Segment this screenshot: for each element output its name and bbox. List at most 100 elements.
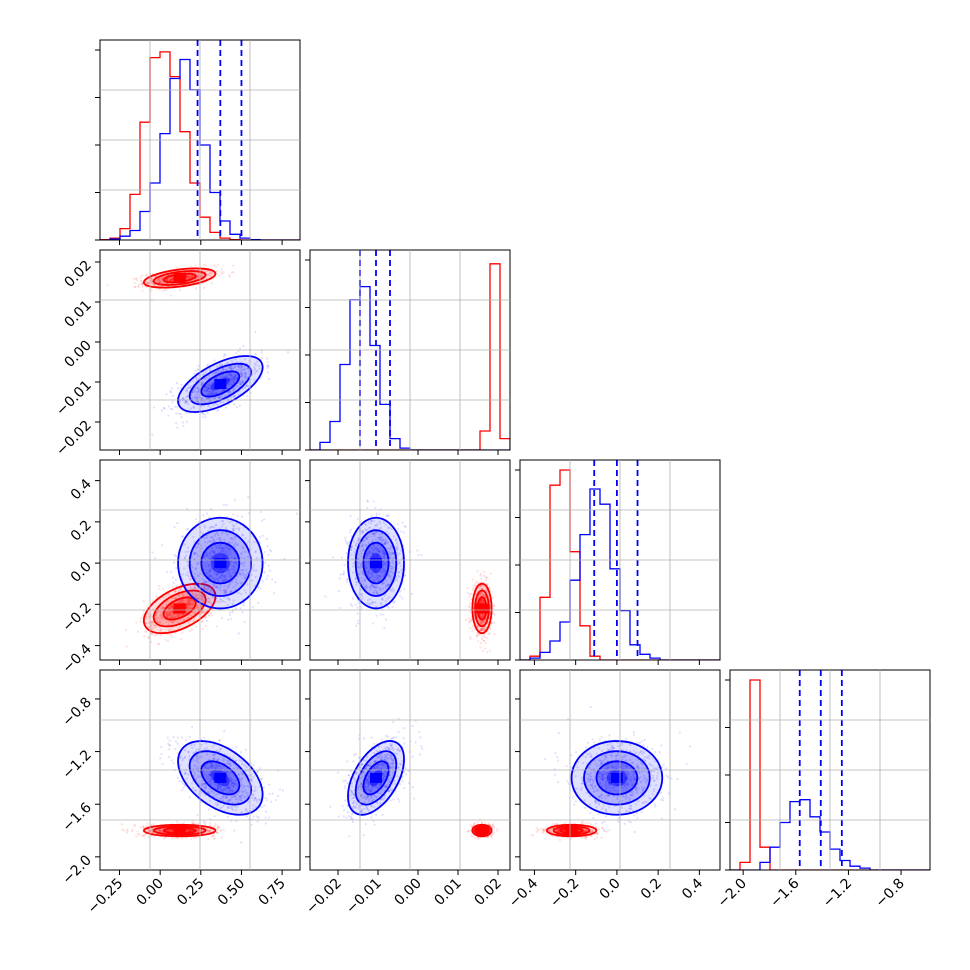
scatter-point (393, 600, 396, 603)
scatter-point (154, 618, 158, 621)
scatter-point (184, 550, 187, 554)
scatter-point (375, 547, 379, 550)
scatter-point (383, 570, 386, 573)
scatter-point (177, 412, 180, 415)
scatter-point (159, 628, 162, 631)
scatter-point (223, 353, 226, 356)
scatter-point (243, 377, 246, 380)
scatter-point (212, 389, 215, 392)
scatter-point (392, 557, 395, 560)
scatter-point (146, 612, 150, 616)
scatter-point (186, 507, 189, 511)
scatter-point (235, 557, 238, 560)
scatter-point (232, 378, 235, 382)
scatter-point (143, 834, 146, 837)
scatter-point (158, 278, 161, 281)
scatter-point (350, 548, 353, 551)
scatter-point (468, 602, 471, 606)
scatter-point (349, 603, 353, 606)
scatter-point (383, 552, 386, 555)
scatter-point (479, 601, 483, 604)
scatter-point (379, 575, 382, 578)
scatter-point (474, 585, 477, 588)
scatter-point (480, 577, 483, 580)
scatter-point (171, 277, 174, 280)
scatter-point (373, 546, 377, 549)
scatter-point (204, 270, 207, 273)
scatter-point (476, 640, 480, 643)
scatter-point (209, 560, 212, 563)
scatter-point (205, 619, 209, 622)
scatter-point (396, 546, 399, 549)
scatter-point (378, 579, 381, 582)
scatter-point (212, 560, 215, 563)
scatter-point (214, 534, 217, 538)
scatter-point (225, 368, 228, 371)
scatter-point (168, 279, 171, 282)
scatter-point (173, 597, 176, 600)
scatter-point (166, 612, 169, 616)
scatter-point (416, 549, 419, 552)
scatter-point (389, 570, 392, 573)
scatter-point (224, 591, 227, 594)
scatter-point (219, 397, 222, 400)
scatter-point (228, 274, 231, 277)
scatter-point (379, 613, 382, 616)
scatter-point (387, 572, 390, 575)
density-peak-1 (173, 603, 186, 614)
scatter-point (203, 389, 206, 393)
scatter-point (468, 621, 471, 624)
scatter-point (485, 616, 488, 619)
scatter-point (235, 543, 238, 547)
scatter-point (217, 369, 220, 372)
scatter-point (171, 610, 174, 613)
scatter-point (233, 403, 236, 406)
scatter-point (477, 587, 480, 590)
scatter-point (480, 628, 483, 631)
scatter-point (220, 401, 223, 404)
scatter-point (216, 601, 219, 604)
scatter-point (190, 602, 193, 605)
scatter-point (175, 382, 179, 385)
scatter-point (243, 371, 247, 375)
scatter-point (159, 276, 162, 279)
scatter-point (187, 276, 190, 279)
scatter-point (210, 384, 213, 387)
scatter-point (216, 577, 219, 580)
scatter-point (175, 598, 178, 602)
scatter-point (266, 574, 269, 578)
scatter-point (200, 604, 203, 607)
scatter-point (171, 606, 174, 609)
scatter-point (177, 387, 180, 390)
scatter-point (384, 540, 387, 544)
scatter-point (222, 547, 225, 551)
scatter-point (169, 616, 172, 620)
scatter-point (226, 564, 229, 568)
scatter-point (201, 601, 204, 604)
scatter-point (200, 275, 204, 278)
scatter-point (226, 603, 229, 606)
scatter-point (187, 275, 190, 278)
scatter-point (195, 607, 198, 610)
scatter-point (189, 407, 193, 410)
scatter-point (159, 629, 162, 632)
scatter-point (232, 599, 235, 602)
scatter-point (197, 828, 200, 831)
scatter-point (170, 278, 173, 281)
scatter-point (171, 829, 174, 832)
scatter-point (159, 279, 162, 282)
scatter-point (360, 544, 364, 548)
scatter-point (237, 364, 240, 367)
scatter-point (151, 828, 154, 831)
scatter-point (209, 387, 212, 390)
scatter-panel-3-1 (99, 459, 301, 661)
scatter-point (373, 548, 376, 551)
scatter-point (165, 278, 168, 281)
scatter-point (481, 628, 484, 632)
scatter-point (241, 534, 244, 537)
scatter-point (368, 552, 372, 555)
scatter-point (240, 582, 243, 585)
scatter-point (125, 831, 129, 834)
scatter-point (201, 610, 204, 613)
scatter-point (205, 561, 208, 564)
